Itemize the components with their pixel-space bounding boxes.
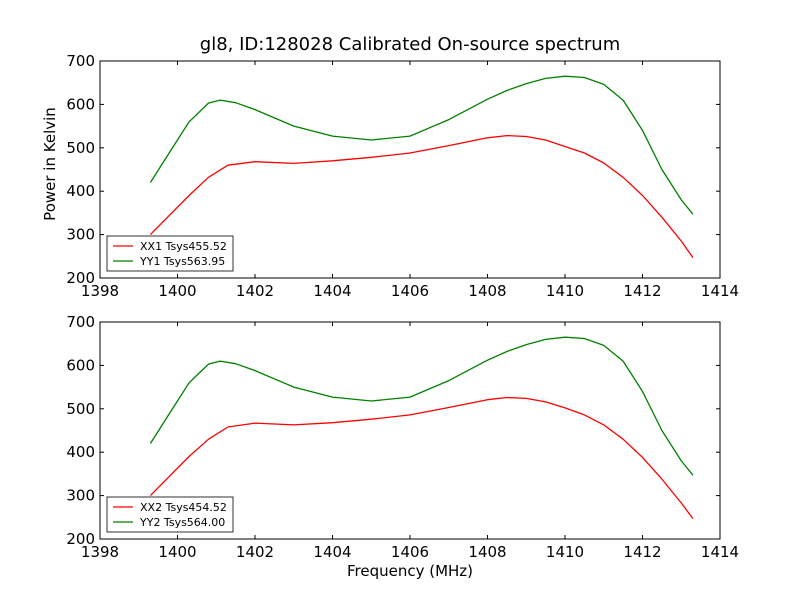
- y-tick-label: 300: [66, 487, 95, 505]
- x-tick-label: 1408: [468, 282, 506, 300]
- legend-label: YY1 Tsys563.95: [139, 255, 225, 268]
- x-tick-label: 1400: [158, 282, 196, 300]
- y-tick-label: 200: [66, 530, 95, 548]
- x-tick-label: 1398: [81, 282, 119, 300]
- x-tick-label: 1412: [623, 543, 661, 561]
- series-line-1-2: [149, 75, 694, 215]
- x-tick-label: 1402: [236, 543, 274, 561]
- y-tick-label: 400: [66, 443, 95, 461]
- x-tick-label: 1412: [623, 282, 661, 300]
- x-tick-label: 1414: [701, 543, 739, 561]
- x-tick-label: 1414: [701, 282, 739, 300]
- x-tick-label: 1410: [546, 543, 584, 561]
- y-tick-label: 200: [66, 269, 95, 287]
- y-axis-label: Power in Kelvin: [41, 107, 59, 221]
- legend-label: YY2 Tsys564.00: [139, 516, 225, 529]
- x-tick-label: 1404: [313, 543, 351, 561]
- y-tick-label: 600: [66, 356, 95, 374]
- x-tick-label: 1400: [158, 543, 196, 561]
- x-tick-label: 1406: [391, 282, 429, 300]
- y-tick-label: 700: [66, 313, 95, 331]
- y-tick-label: 400: [66, 182, 95, 200]
- legend-box-2: [106, 496, 234, 533]
- series-line-2-2: [149, 336, 694, 476]
- legend-box-1: [106, 235, 234, 272]
- legend-label: XX1 Tsys455.52: [140, 240, 227, 253]
- x-tick-label: 1406: [391, 543, 429, 561]
- x-tick-label: 1402: [236, 282, 274, 300]
- x-tick-label: 1410: [546, 282, 584, 300]
- legend-label: XX2 Tsys454.52: [140, 501, 227, 514]
- y-tick-label: 500: [66, 400, 95, 418]
- series-line-1-1: [149, 134, 694, 258]
- x-tick-label: 1404: [313, 282, 351, 300]
- x-axis-label: Frequency (MHz): [346, 562, 474, 580]
- series-line-2-1: [149, 396, 694, 519]
- y-tick-label: 500: [66, 139, 95, 157]
- chart-title: gl8, ID:128028 Calibrated On-source spec…: [199, 34, 621, 55]
- x-tick-label: 1408: [468, 543, 506, 561]
- y-tick-label: 700: [66, 52, 95, 70]
- y-tick-label: 300: [66, 226, 95, 244]
- x-tick-label: 1398: [81, 543, 119, 561]
- y-tick-label: 600: [66, 95, 95, 113]
